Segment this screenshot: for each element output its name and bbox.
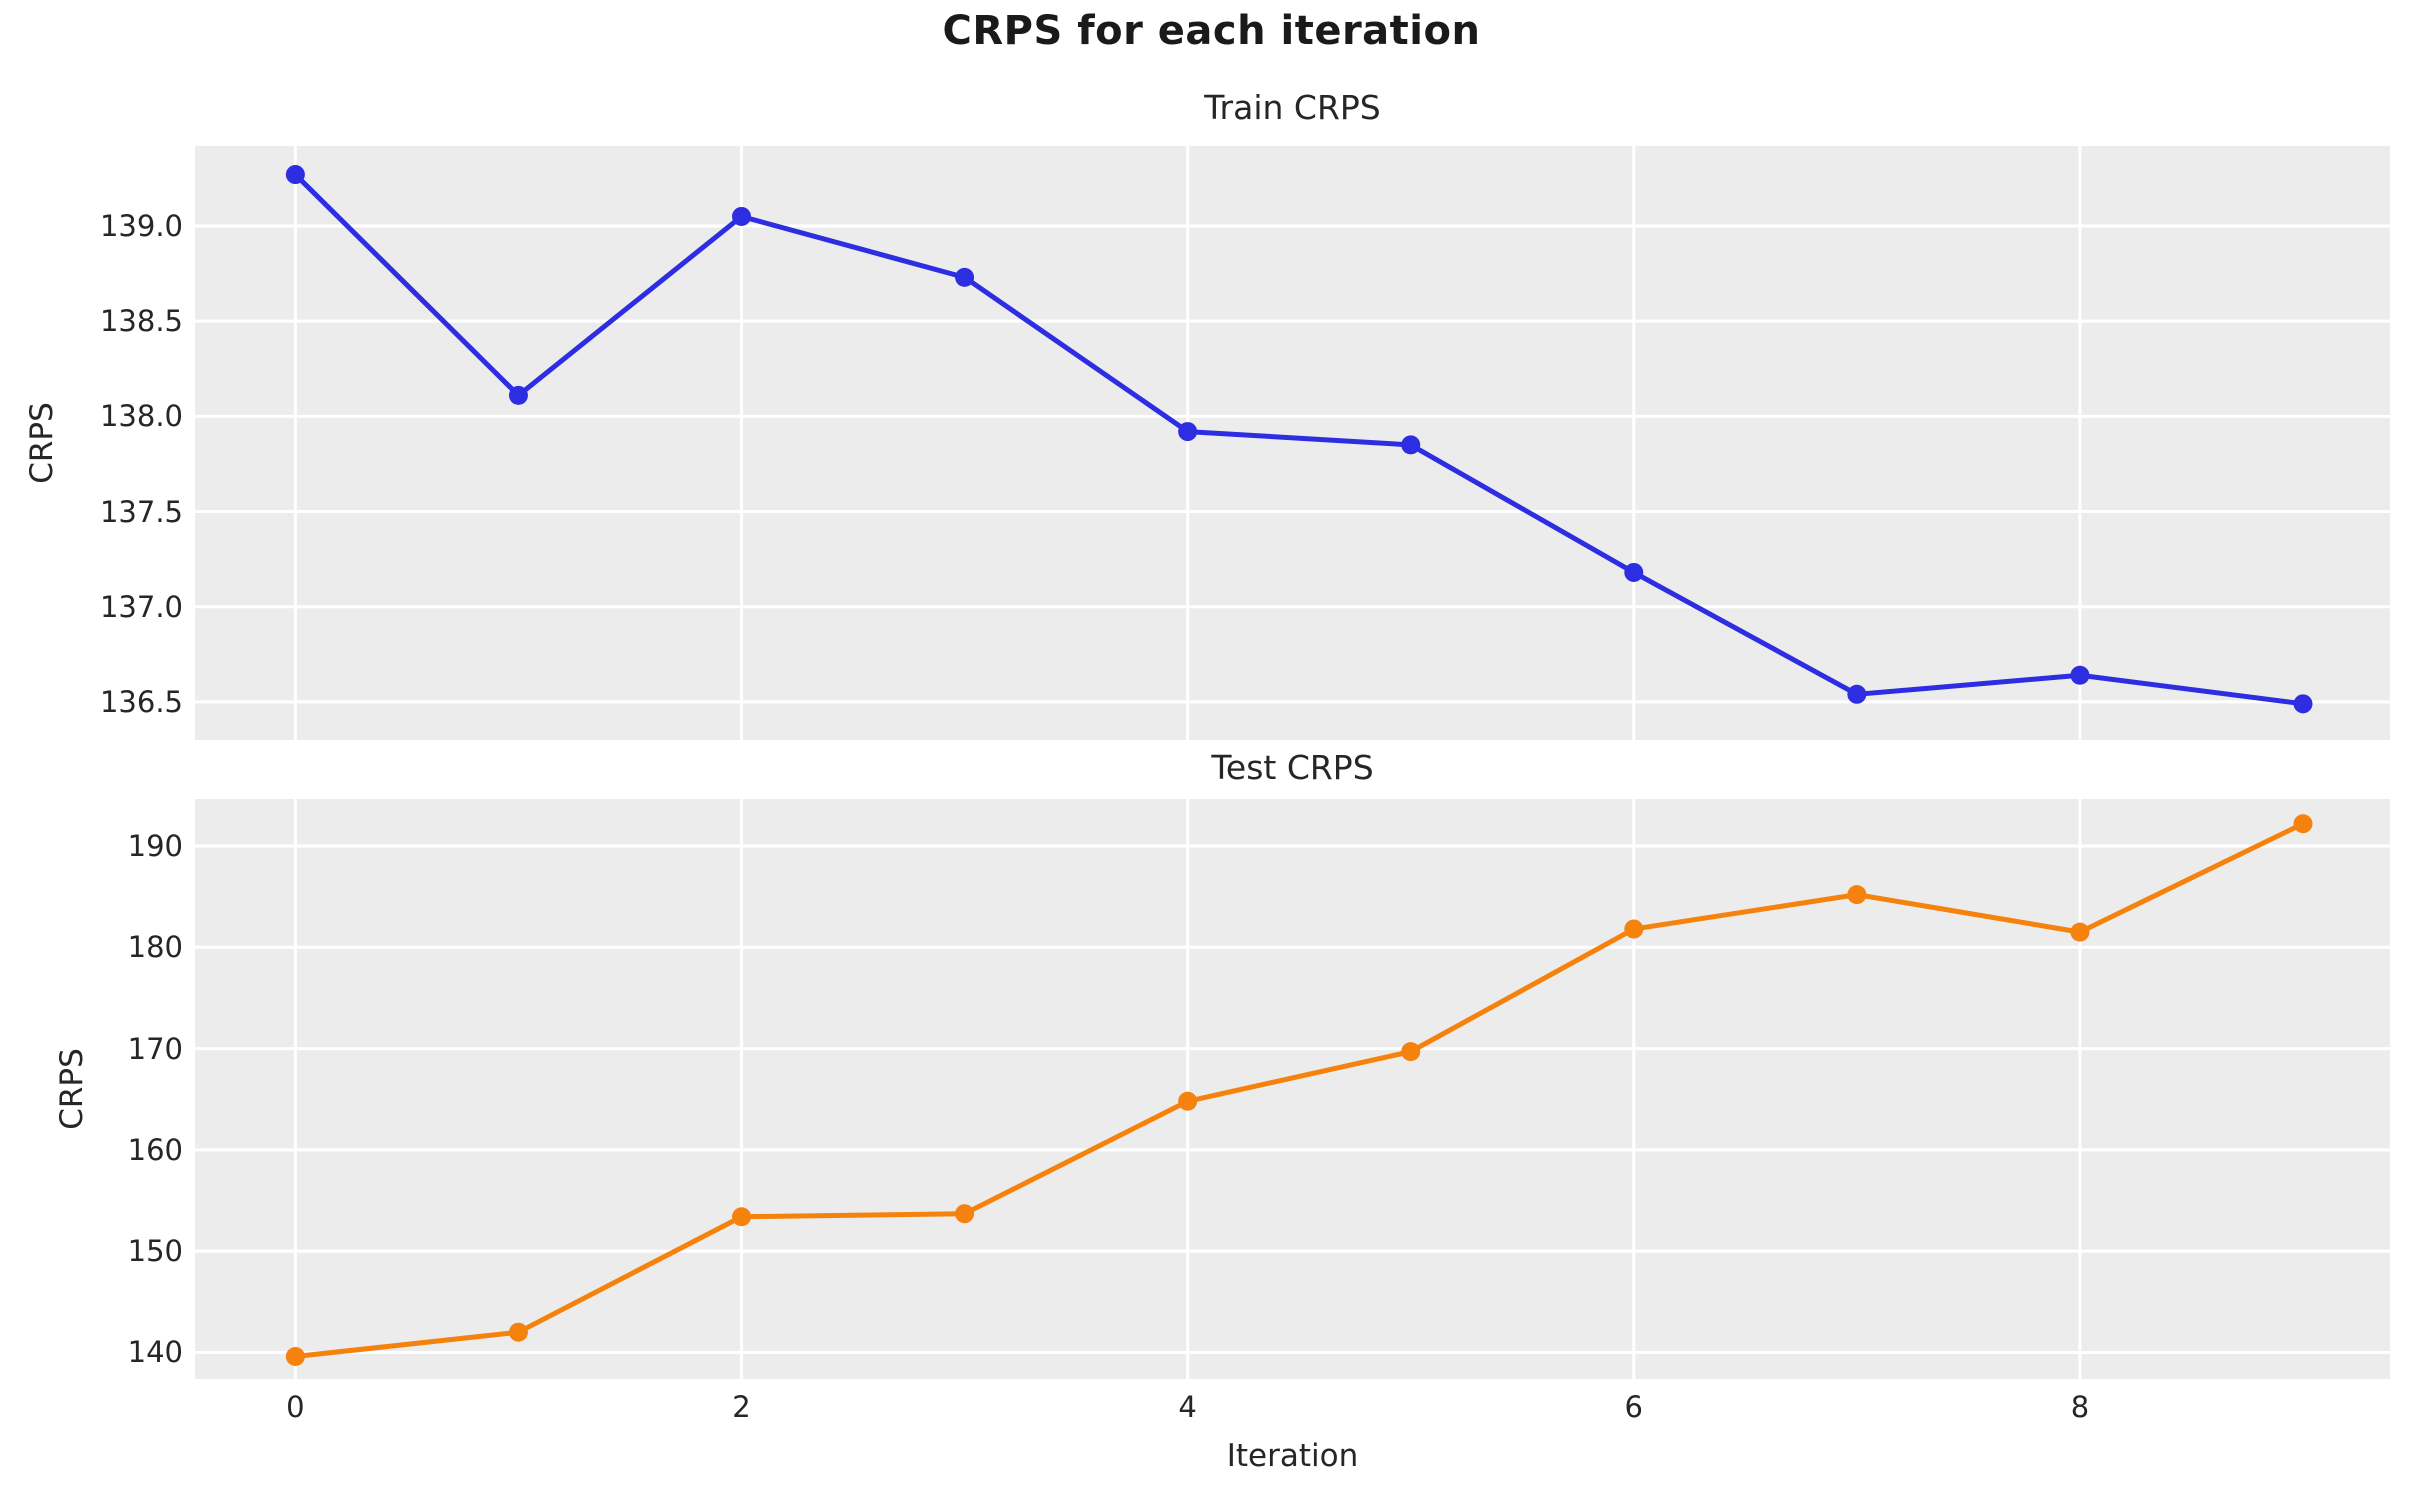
data-point-marker [508, 385, 528, 405]
chart-canvas [195, 146, 2390, 740]
x-tick-label: 0 [286, 1390, 305, 1424]
test-chart-title: Test CRPS [1211, 748, 1374, 787]
train-plot-area [195, 146, 2390, 740]
y-tick-label: 138.5 [99, 304, 183, 339]
data-point-marker [2293, 694, 2313, 714]
y-tick-label: 139.0 [99, 208, 183, 243]
train-chart-title: Train CRPS [1204, 88, 1381, 127]
y-tick-label: 136.5 [99, 684, 183, 719]
test-plot-area [195, 799, 2390, 1379]
data-line [292, 172, 2306, 707]
data-point-marker [955, 267, 975, 287]
chart-canvas [195, 799, 2390, 1379]
x-tick-label: 4 [1178, 1390, 1197, 1424]
data-point-marker [955, 1204, 975, 1224]
data-point-marker [1624, 919, 1644, 939]
data-point-marker [1847, 885, 1867, 905]
data-point-marker [1847, 684, 1867, 704]
data-point-marker [1401, 1042, 1421, 1062]
x-tick-label: 2 [732, 1390, 751, 1424]
data-point-marker [2293, 814, 2313, 834]
data-point-marker [2070, 922, 2090, 942]
x-tick-label: 6 [1624, 1390, 1643, 1424]
data-point-marker [732, 1207, 752, 1227]
x-axis-label: Iteration [1226, 1438, 1359, 1474]
y-tick-label: 150 [127, 1234, 183, 1269]
figure-title: CRPS for each iteration [942, 8, 1481, 54]
y-tick-label: 138.0 [99, 399, 183, 434]
data-point-marker [285, 1347, 305, 1367]
y-tick-label: 190 [127, 828, 183, 863]
y-tick-label: 140 [127, 1335, 183, 1370]
y-tick-label: 160 [127, 1132, 183, 1167]
data-point-marker [1624, 562, 1644, 582]
data-point-marker [508, 1322, 528, 1342]
y-tick-label: 137.5 [99, 494, 183, 529]
data-point-marker [732, 206, 752, 226]
data-point-marker [1401, 435, 1421, 455]
y-tick-label: 137.0 [99, 589, 183, 624]
data-point-marker [285, 165, 305, 185]
data-point-marker [1178, 422, 1198, 442]
y-tick-label: 170 [127, 1031, 183, 1066]
data-line [292, 821, 2306, 1360]
data-point-marker [1178, 1091, 1198, 1111]
y-tick-label: 180 [127, 930, 183, 965]
x-tick-label: 8 [2070, 1390, 2090, 1424]
data-point-marker [2070, 665, 2090, 685]
